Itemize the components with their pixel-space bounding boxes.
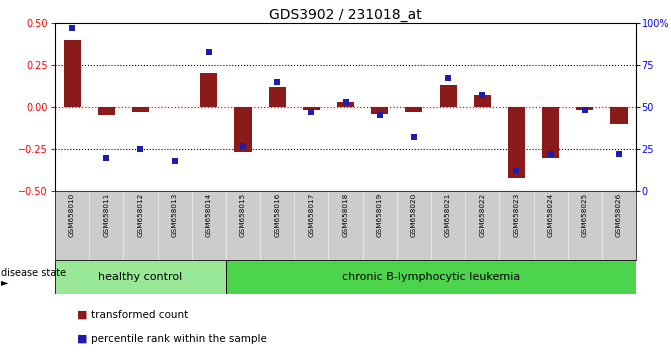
Bar	[132, 107, 149, 112]
Text: GSM658023: GSM658023	[513, 193, 519, 238]
Text: disease state: disease state	[1, 268, 66, 279]
Bar	[611, 107, 627, 124]
Text: GSM658012: GSM658012	[138, 193, 144, 238]
Bar	[405, 107, 423, 112]
Text: GSM658013: GSM658013	[172, 193, 178, 238]
Text: GSM658017: GSM658017	[309, 193, 315, 238]
Text: GSM658021: GSM658021	[445, 193, 451, 238]
Text: GSM658015: GSM658015	[240, 193, 246, 238]
Text: GSM658026: GSM658026	[616, 193, 622, 238]
Bar	[98, 107, 115, 115]
Text: GSM658010: GSM658010	[69, 193, 75, 238]
Text: GSM658016: GSM658016	[274, 193, 280, 238]
Text: transformed count: transformed count	[91, 310, 188, 320]
Bar	[268, 87, 286, 107]
Text: GSM658020: GSM658020	[411, 193, 417, 238]
Text: GSM658011: GSM658011	[103, 193, 109, 238]
Bar	[337, 102, 354, 107]
Bar	[474, 95, 491, 107]
Text: ■: ■	[77, 310, 88, 320]
Text: chronic B-lymphocytic leukemia: chronic B-lymphocytic leukemia	[342, 272, 520, 282]
Bar	[226, 260, 636, 294]
Bar	[55, 260, 226, 294]
Bar	[234, 107, 252, 153]
Bar	[542, 107, 559, 158]
Text: GSM658014: GSM658014	[206, 193, 212, 238]
Bar	[576, 107, 593, 110]
Text: healthy control: healthy control	[99, 272, 183, 282]
Text: GSM658018: GSM658018	[343, 193, 348, 238]
Bar	[303, 107, 320, 110]
Text: ►: ►	[1, 277, 8, 287]
Bar	[64, 40, 81, 107]
Bar	[371, 107, 389, 114]
Text: ■: ■	[77, 334, 88, 344]
Bar	[440, 85, 457, 107]
Text: GSM658025: GSM658025	[582, 193, 588, 238]
Text: GSM658022: GSM658022	[479, 193, 485, 238]
Bar	[200, 73, 217, 107]
Title: GDS3902 / 231018_at: GDS3902 / 231018_at	[269, 8, 422, 22]
Text: GSM658019: GSM658019	[376, 193, 382, 238]
Text: percentile rank within the sample: percentile rank within the sample	[91, 334, 266, 344]
Bar	[508, 107, 525, 178]
Text: GSM658024: GSM658024	[548, 193, 554, 238]
